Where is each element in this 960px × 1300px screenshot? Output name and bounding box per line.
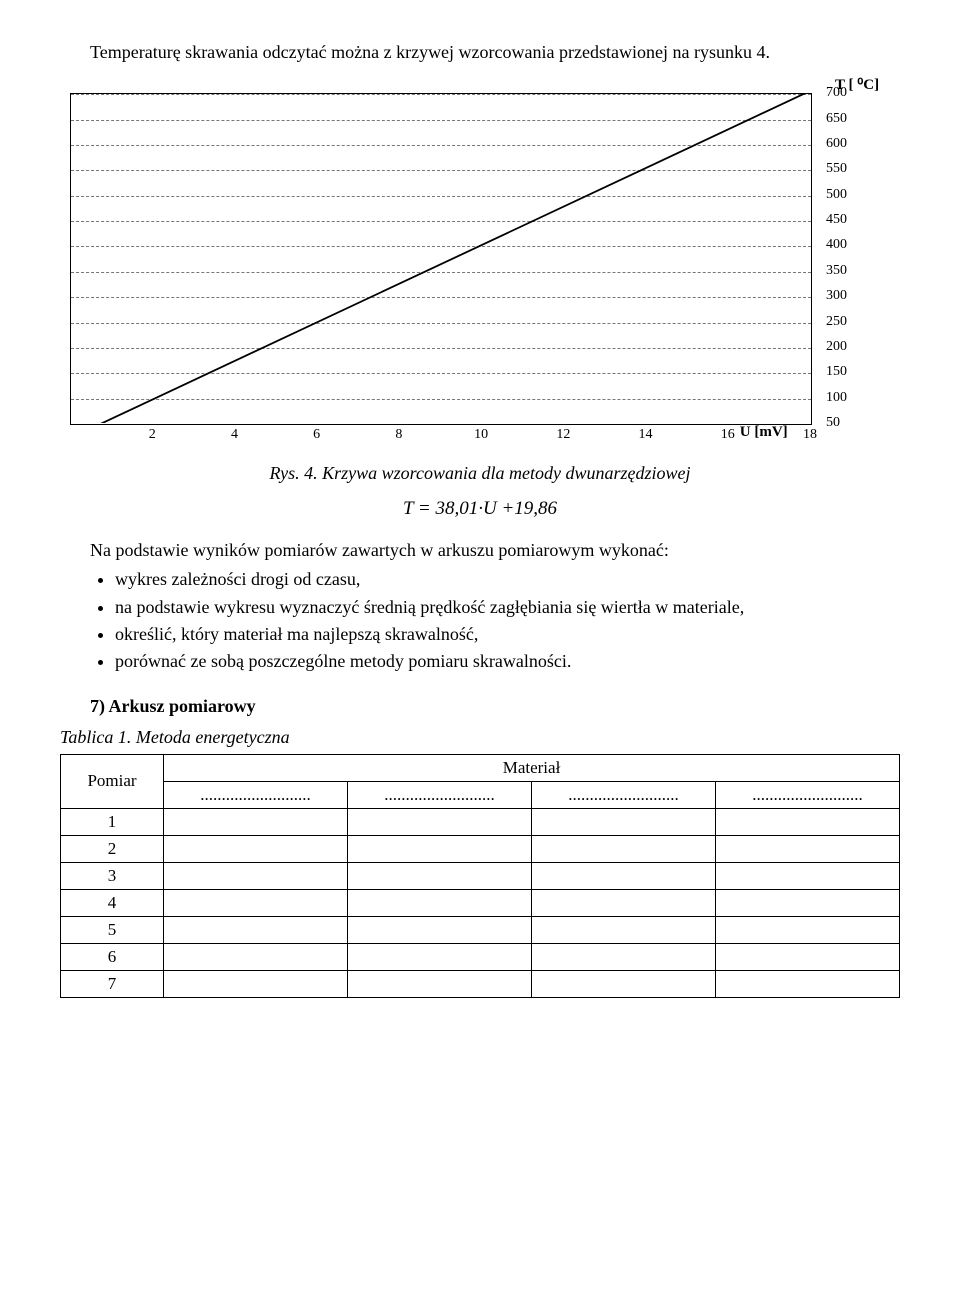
y-tick-label: 250: [826, 314, 847, 330]
cell: [348, 916, 532, 943]
y-tick-label: 700: [826, 85, 847, 101]
formula: T = 38,01·U +19,86: [60, 498, 900, 520]
bullet-item: porównać ze sobą poszczególne metody pom…: [115, 649, 900, 673]
x-tick-label: 14: [639, 427, 653, 443]
table-row: 2: [61, 835, 900, 862]
cell: [348, 835, 532, 862]
cell: [348, 862, 532, 889]
y-tick-label: 350: [826, 263, 847, 279]
y-tick-label: 500: [826, 187, 847, 203]
table1-subhdr: ..........................: [532, 781, 716, 808]
x-tick-label: 4: [231, 427, 238, 443]
cell: [164, 970, 348, 997]
cell: [348, 889, 532, 916]
row-index: 4: [61, 889, 164, 916]
table1-subhdr: ..........................: [348, 781, 532, 808]
y-tick-label: 650: [826, 111, 847, 127]
x-tick-label: 2: [149, 427, 156, 443]
y-tick-label: 200: [826, 339, 847, 355]
cell: [164, 943, 348, 970]
bullet-item: na podstawie wykresu wyznaczyć średnią p…: [115, 595, 900, 619]
cell: [532, 835, 716, 862]
intro-text: Temperaturę skrawania odczytać można z k…: [90, 42, 770, 62]
cell: [532, 808, 716, 835]
cell: [348, 970, 532, 997]
figure-caption: Rys. 4. Krzywa wzorcowania dla metody dw…: [60, 463, 900, 484]
section-heading-7: 7) Arkusz pomiarowy: [90, 696, 900, 717]
table-row: 3: [61, 862, 900, 889]
table1-col-pomiar: Pomiar: [61, 754, 164, 808]
row-index: 3: [61, 862, 164, 889]
x-tick-label: 8: [395, 427, 402, 443]
table-row: 6: [61, 943, 900, 970]
intro-paragraph: Temperaturę skrawania odczytać można z k…: [60, 40, 900, 65]
cell: [716, 889, 900, 916]
cell: [532, 889, 716, 916]
row-index: 6: [61, 943, 164, 970]
list-intro-text: Na podstawie wyników pomiarów zawartych …: [90, 540, 669, 560]
row-index: 5: [61, 916, 164, 943]
table-row: 5: [61, 916, 900, 943]
x-tick-label: 16: [721, 427, 735, 443]
cell: [716, 943, 900, 970]
table-row: 1: [61, 808, 900, 835]
cell: [716, 970, 900, 997]
cell: [716, 862, 900, 889]
y-tick-label: 300: [826, 288, 847, 304]
cell: [164, 889, 348, 916]
list-intro: Na podstawie wyników pomiarów zawartych …: [60, 538, 900, 563]
bullet-item: wykres zależności drogi od czasu,: [115, 567, 900, 591]
table1: Pomiar Materiał ........................…: [60, 754, 900, 998]
cell: [716, 835, 900, 862]
table1-caption: Tablica 1. Metoda energetyczna: [60, 727, 900, 748]
cell: [716, 808, 900, 835]
cell: [532, 970, 716, 997]
cell: [532, 943, 716, 970]
row-index: 7: [61, 970, 164, 997]
y-tick-label: 550: [826, 161, 847, 177]
y-tick-label: 450: [826, 212, 847, 228]
y-tick-label: 600: [826, 136, 847, 152]
bullet-item: określić, który materiał ma najlepszą sk…: [115, 622, 900, 646]
cell: [164, 835, 348, 862]
bullet-list: wykres zależności drogi od czasu, na pods…: [60, 567, 900, 673]
cell: [532, 862, 716, 889]
cell: [532, 916, 716, 943]
cell: [164, 808, 348, 835]
cell: [348, 808, 532, 835]
row-index: 1: [61, 808, 164, 835]
table1-col-material: Materiał: [164, 754, 900, 781]
x-tick-label: 18: [803, 427, 817, 443]
cell: [164, 862, 348, 889]
table1-subhdr: ..........................: [716, 781, 900, 808]
cell: [348, 943, 532, 970]
x-tick-label: 10: [474, 427, 488, 443]
x-tick-label: 12: [556, 427, 570, 443]
calibration-chart: T [ ⁰C] 50100150200250300350400450500550…: [70, 75, 890, 455]
table-row: 4: [61, 889, 900, 916]
x-tick-label: 6: [313, 427, 320, 443]
chart-line-svg: [70, 93, 810, 423]
y-tick-label: 150: [826, 364, 847, 380]
y-tick-label: 100: [826, 390, 847, 406]
cell: [716, 916, 900, 943]
y-tick-label: 50: [826, 415, 840, 431]
table-row: 7: [61, 970, 900, 997]
row-index: 2: [61, 835, 164, 862]
x-axis-title: U [mV]: [740, 424, 788, 441]
y-tick-label: 400: [826, 237, 847, 253]
table1-subhdr: ..........................: [164, 781, 348, 808]
cell: [164, 916, 348, 943]
